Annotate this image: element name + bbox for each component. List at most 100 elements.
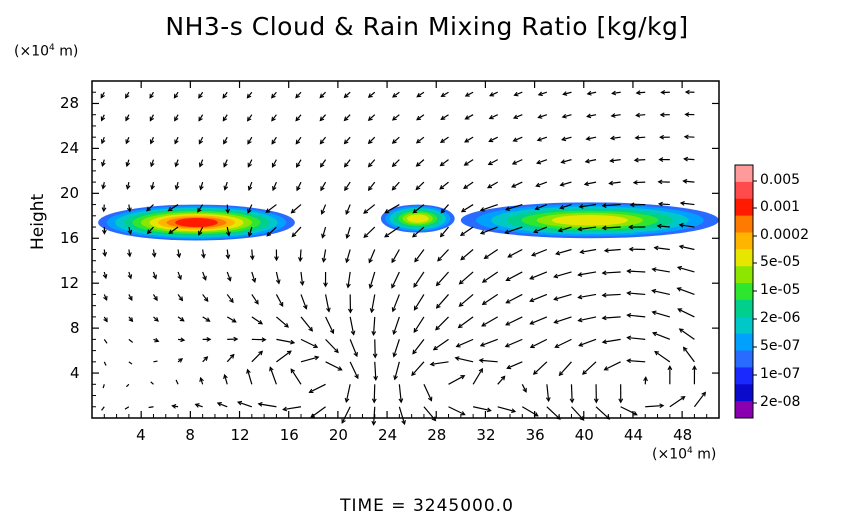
wind-arrowhead (344, 397, 350, 404)
wind-vector (505, 226, 523, 234)
wind-vector (411, 361, 425, 376)
wind-arrowhead (579, 249, 585, 255)
wind-arrowhead (487, 183, 493, 189)
wind-vector (324, 294, 330, 312)
wind-vector (391, 181, 400, 191)
wind-vector (487, 181, 499, 189)
wind-vector (276, 316, 289, 328)
wind-arrowhead (601, 225, 607, 231)
wind-arrowhead (586, 90, 592, 96)
wind-arrowhead (343, 93, 349, 99)
wind-arrowhead (553, 296, 559, 301)
wind-arrowhead (127, 274, 133, 280)
wind-arrowhead (254, 299, 259, 305)
wind-vector (391, 271, 400, 288)
y-tick-label: 4 (70, 364, 80, 383)
colorbar-segment (735, 401, 753, 419)
colorbar-segment (735, 384, 753, 402)
wind-arrowhead (298, 257, 303, 263)
wind-arrowhead (626, 313, 632, 318)
wind-vector (644, 377, 647, 385)
wind-vector (177, 294, 183, 301)
wind-vector (448, 406, 465, 416)
wind-vector (602, 226, 621, 229)
wind-arrowhead (308, 388, 314, 394)
wind-arrowhead (555, 250, 561, 256)
wind-arrowhead (676, 287, 682, 292)
wind-vector (392, 294, 400, 312)
wind-arrowhead (128, 317, 134, 323)
wind-vector (325, 338, 339, 353)
wind-arrowhead (577, 272, 583, 277)
wind-vector (456, 338, 474, 348)
wind-arrowhead (629, 202, 635, 208)
colorbar-label: 0.001 (760, 199, 801, 215)
wind-vector (484, 249, 499, 259)
wind-arrowhead (684, 112, 690, 117)
wind-arrowhead (678, 222, 684, 228)
wind-vector (436, 271, 449, 286)
wind-arrowhead (626, 268, 632, 274)
wind-arrowhead (125, 116, 130, 122)
wind-arrowhead (384, 208, 390, 214)
wind-arrowhead (439, 185, 445, 190)
wind-vector (372, 316, 376, 335)
wind-vector (433, 338, 449, 351)
wind-arrowhead (247, 162, 252, 168)
wind-vector (460, 226, 474, 236)
wind-arrowhead (676, 265, 683, 271)
wind-arrowhead (258, 319, 264, 325)
wind-vector (251, 350, 263, 363)
wind-arrowhead (561, 113, 567, 119)
wind-vector (636, 114, 646, 117)
wind-arrowhead (535, 182, 541, 188)
wind-vector (223, 159, 228, 167)
wind-arrowhead (659, 112, 665, 118)
wind-arrowhead (529, 320, 535, 325)
wind-vector (558, 361, 572, 376)
wind-vector (247, 204, 253, 214)
wind-arrowhead (682, 346, 688, 352)
wind-arrowhead (295, 139, 301, 145)
wind-arrowhead (513, 91, 519, 97)
wind-arrowhead (569, 398, 575, 404)
wind-vector (488, 136, 498, 142)
wind-arrowhead (391, 283, 396, 289)
wind-arrowhead (463, 184, 469, 189)
wind-vector (283, 406, 302, 411)
wind-arrowhead (506, 364, 512, 370)
wind-arrowhead (577, 294, 583, 300)
x-tick-label: 16 (279, 426, 299, 444)
colorbar-label: 2e-06 (760, 310, 801, 326)
wind-arrowhead (586, 113, 592, 119)
wind-vector (392, 159, 400, 167)
wind-vector (300, 316, 313, 332)
wind-vector (271, 114, 277, 122)
wind-vector (368, 91, 376, 98)
wind-arrowhead (464, 115, 470, 120)
wind-vector (677, 308, 695, 318)
wind-vector (368, 159, 376, 167)
wind-arrowhead (684, 89, 690, 95)
wind-vector (368, 136, 376, 144)
wind-vector (199, 159, 204, 167)
wind-arrowhead (562, 91, 568, 96)
wind-arrowhead (432, 345, 438, 351)
wind-vector (276, 350, 292, 363)
wind-arrowhead (368, 258, 373, 264)
wind-arrowhead (464, 138, 470, 143)
wind-vector (393, 339, 400, 357)
wind-vector (101, 406, 105, 411)
wind-vector (448, 375, 465, 385)
wind-vector (198, 226, 204, 236)
wind-arrowhead (198, 116, 203, 122)
wind-vector (102, 384, 105, 389)
wind-vector (177, 249, 180, 258)
wind-arrowhead (610, 113, 616, 118)
wind-arrowhead (249, 255, 255, 261)
wind-vector (344, 181, 351, 191)
wind-vector (553, 271, 572, 278)
wind-arrowhead (146, 229, 152, 235)
wind-vector (370, 294, 376, 313)
wind-vector (237, 401, 253, 408)
